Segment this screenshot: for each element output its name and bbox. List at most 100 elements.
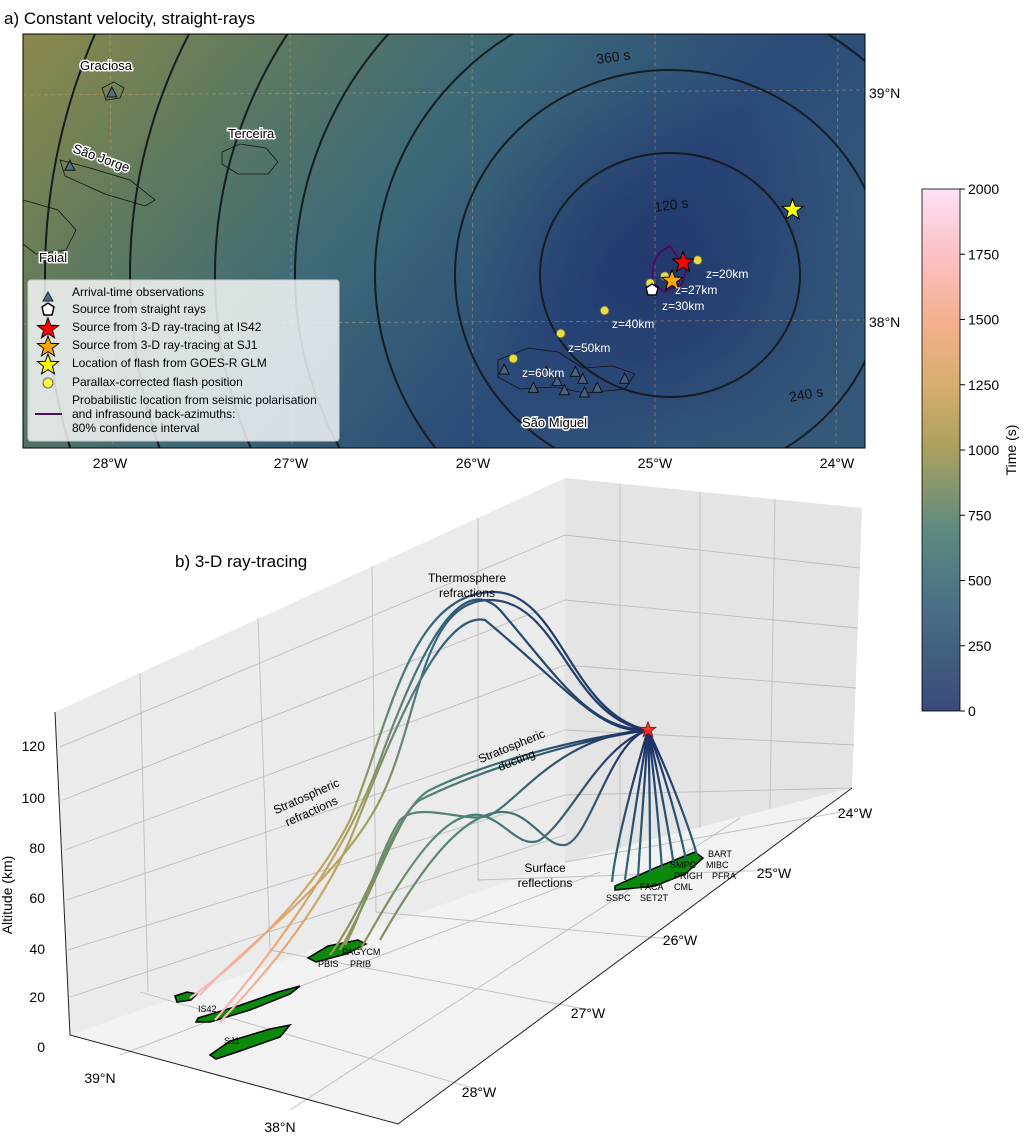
orange-star-marker	[660, 268, 684, 291]
station-triangle	[576, 372, 589, 384]
3d-gridlines	[59, 484, 861, 1111]
svg-text:reflections: reflections	[518, 876, 573, 890]
legend-label: 80% confidence interval	[72, 421, 199, 435]
back-right-pane	[565, 478, 862, 862]
source-star-icon	[639, 720, 657, 738]
svg-text:27°W: 27°W	[274, 455, 309, 471]
panel-b-title: b) 3-D ray-tracing	[175, 552, 307, 571]
station-label-pagycm: PAGYCM	[342, 947, 380, 957]
svg-text:80: 80	[29, 840, 45, 856]
svg-text:0: 0	[37, 1039, 45, 1055]
svg-text:60: 60	[29, 890, 45, 906]
legend-label: Source from straight rays	[72, 302, 206, 316]
svg-text:120: 120	[22, 738, 46, 754]
station-triangle	[578, 385, 591, 398]
colorbar-tick-label: 1000	[968, 442, 999, 458]
station-triangle	[618, 372, 631, 384]
island-label-graciosa: Graciosa	[80, 58, 133, 73]
map-lat-ticks: 39°N 38°N	[869, 85, 900, 330]
legend-label: Location of flash from GOES-R GLM	[72, 356, 267, 370]
parallax-flash-dot	[555, 328, 566, 339]
station-triangle	[540, 365, 552, 377]
map-points	[64, 85, 805, 398]
colorbar: 0 250 500 750 1000 1250 1500 1750 2000 Time (s)	[921, 181, 1019, 719]
parallax-flash-dot	[508, 353, 519, 364]
depth-label-50: z=50km	[568, 341, 610, 355]
yellow-star-icon	[36, 352, 60, 376]
ray-paths	[189, 590, 699, 1023]
station-triangle	[64, 159, 76, 171]
island-faial-pico	[23, 199, 77, 255]
red-star-marker	[671, 250, 695, 273]
colorbar-tick-label: 0	[968, 703, 976, 719]
svg-text:Surface: Surface	[524, 861, 566, 875]
island-label-terceira: Terceira	[228, 126, 275, 141]
legend-label: and infrasound back-azimuths:	[72, 407, 235, 421]
svg-text:refractions: refractions	[439, 586, 495, 600]
red-star-icon	[36, 316, 60, 340]
station-label-cml: CML	[674, 882, 693, 892]
station-triangle	[498, 362, 511, 375]
depth-label-60: z=60km	[522, 366, 564, 380]
contour-label-120: 120 s	[653, 194, 689, 215]
triangle-icon	[42, 290, 54, 302]
lat-axis-3d: 39°N 38°N	[84, 1070, 295, 1135]
svg-text:26°W: 26°W	[663, 932, 698, 948]
map-panel: 120 s 240 s 360 s z=20km z=27km z=30km z…	[23, 34, 865, 448]
island-label-faial: Faial	[39, 250, 67, 265]
colorbar-tick-label: 250	[968, 638, 992, 654]
parallax-flash-dot	[692, 255, 703, 266]
island-label-sao-miguel: São Miguel	[522, 415, 587, 430]
station-label-smpc: SMPC	[670, 860, 697, 870]
station-triangle	[591, 381, 604, 393]
panel-a-title: a) Constant velocity, straight-rays	[4, 9, 255, 28]
svg-text:100: 100	[22, 790, 46, 806]
colorbar-tick-label: 1750	[968, 246, 999, 262]
svg-text:39°N: 39°N	[84, 1070, 115, 1086]
station-triangle	[527, 381, 540, 393]
svg-text:26°W: 26°W	[456, 455, 491, 471]
island-terceira	[221, 143, 279, 175]
island-sao-miguel	[497, 347, 636, 394]
svg-text:27°W: 27°W	[571, 1005, 606, 1021]
svg-text:20: 20	[29, 989, 45, 1005]
lon-axis-3d: 24°W 25°W 26°W 27°W 28°W	[462, 805, 873, 1100]
svg-text:40: 40	[29, 941, 45, 957]
island-terceira-3d	[208, 1023, 292, 1060]
station-triangle	[558, 383, 571, 396]
svg-text:25°W: 25°W	[757, 865, 792, 881]
island-graciosa-3d	[174, 991, 199, 1003]
station-label-bart: BART	[708, 849, 732, 859]
svg-text:Thermosphere: Thermosphere	[428, 571, 506, 585]
pentagon-icon	[41, 302, 55, 316]
colorbar-tick-label: 750	[968, 507, 992, 523]
legend-label: Probabilistic location from seismic pola…	[72, 393, 317, 407]
map-frame	[22, 33, 866, 449]
colorbar-tick-label: 1250	[968, 377, 999, 393]
station-label-mibc: MIBC	[706, 860, 729, 870]
svg-text:38°N: 38°N	[264, 1119, 295, 1135]
island-outlines	[23, 81, 636, 394]
station-label-is42: IS42	[198, 1004, 217, 1014]
station-label-faca: FACA	[640, 882, 664, 892]
station-label-prigh: PRIGH	[674, 871, 703, 881]
station-triangle	[569, 365, 582, 377]
contour-label-240: 240 s	[788, 383, 825, 405]
svg-text:39°N: 39°N	[869, 85, 900, 101]
map-lon-ticks: 28°W 27°W 26°W 25°W 24°W	[93, 455, 855, 471]
station-label-pbis: PBIS	[318, 959, 339, 969]
depth-label-27: z=27km	[675, 283, 717, 297]
orange-star-icon	[36, 334, 60, 358]
legend-label: Source from 3-D ray-tracing at IS42	[72, 320, 262, 334]
island-graciosa	[101, 81, 125, 101]
altitude-label: Altitude (km)	[0, 856, 15, 935]
svg-text:25°W: 25°W	[638, 455, 673, 471]
station-label-prib: PRIB	[350, 959, 371, 969]
map-legend: Arrival-time observations Source from st…	[27, 279, 340, 442]
yellow-star-marker	[780, 197, 805, 220]
colorbar-tick-label: 1500	[968, 312, 999, 328]
island-sao-jorge	[59, 159, 156, 207]
station-label-pfra: PFRA	[712, 871, 736, 881]
depth-label-20: z=20km	[706, 267, 748, 281]
